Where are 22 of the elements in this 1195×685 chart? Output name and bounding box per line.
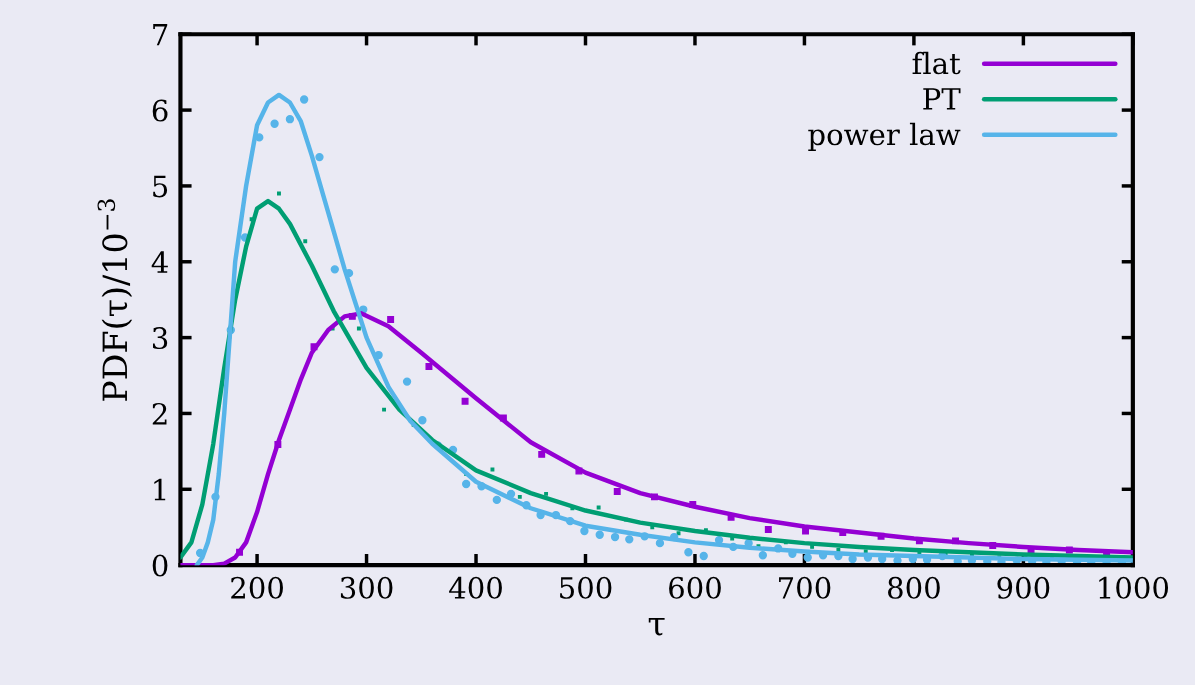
legend-label: PT bbox=[923, 88, 961, 110]
y-axis-title: PDF(τ)/10$^{−3}$ bbox=[97, 199, 133, 401]
x-tick-label: 1000 bbox=[1099, 576, 1169, 599]
y-tick-label: 3 bbox=[153, 327, 168, 350]
x-tick-label: 200 bbox=[231, 576, 283, 599]
x-tick-label: 300 bbox=[340, 576, 393, 599]
x-axis-title: τ bbox=[648, 618, 665, 636]
x-tick-label: 800 bbox=[888, 576, 940, 599]
legend-label: flat bbox=[912, 51, 961, 75]
x-tick-label: 400 bbox=[449, 576, 502, 599]
y-tick-label: 4 bbox=[151, 251, 168, 273]
x-tick-label: 500 bbox=[560, 576, 612, 599]
y-tick-label: 6 bbox=[152, 99, 168, 122]
x-tick-label: 900 bbox=[997, 576, 1050, 599]
x-tick-label: 700 bbox=[779, 576, 831, 599]
y-tick-label: 5 bbox=[153, 175, 168, 198]
legend-label: power law bbox=[808, 122, 961, 152]
x-tick-label: 600 bbox=[669, 576, 721, 599]
y-tick-label: 7 bbox=[153, 24, 168, 46]
y-tick-label: 1 bbox=[154, 478, 166, 501]
y-tick-label: 2 bbox=[152, 402, 167, 425]
y-tick-label: 0 bbox=[152, 554, 168, 577]
